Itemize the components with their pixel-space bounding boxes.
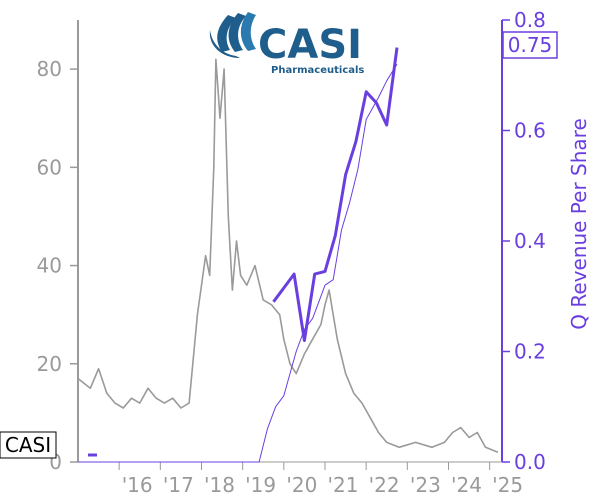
x-tick-label: '20 <box>286 473 317 497</box>
logo-subtitle: Pharmaceuticals <box>271 65 364 76</box>
casi-logo: CASI Pharmaceuticals <box>209 12 364 76</box>
x-tick-label: '18 <box>204 473 235 497</box>
right-tick-label: 0.2 <box>514 340 546 364</box>
ticker-label: CASI <box>5 433 51 457</box>
right-tick-label: 0.6 <box>514 119 546 143</box>
right-tick-label: 0.8 <box>514 8 546 32</box>
left-tick-label: 40 <box>37 254 62 278</box>
x-tick-label: '22 <box>369 473 400 497</box>
x-tick-label: '25 <box>492 473 523 497</box>
left-tick-label: 60 <box>37 155 62 179</box>
logo-swoosh-icon <box>209 12 256 58</box>
x-tick-label: '21 <box>328 473 359 497</box>
right-tick-label: 0.0 <box>514 450 546 474</box>
x-tick-label: '23 <box>410 473 441 497</box>
last-value-tag: 0.75 <box>502 31 558 59</box>
right-tick-label: 0.4 <box>514 229 546 253</box>
x-tick-label: '19 <box>245 473 276 497</box>
series-q-revenue-per-share <box>272 47 399 342</box>
x-tick-label: '24 <box>451 473 482 497</box>
left-tick-label: 80 <box>37 57 62 81</box>
right-axis-title: Q Revenue Per Share <box>567 118 591 330</box>
ticker-tag: CASI <box>0 431 57 459</box>
x-tick-label: '17 <box>163 473 194 497</box>
x-ticks: '16 '17 '18 '19 '20 '21 '22 '23 '24 '25 <box>118 462 523 497</box>
series-ttm-revenue-per-share <box>78 63 398 463</box>
logo-name: CASI <box>258 22 362 68</box>
left-tick-label: 20 <box>37 352 62 376</box>
series-price <box>77 58 499 453</box>
series-layer <box>77 47 499 463</box>
right-y-ticks: 0.0 0.2 0.4 0.6 0.8 <box>502 8 546 474</box>
last-value-label: 0.75 <box>508 33 553 57</box>
x-tick-label: '16 <box>122 473 153 497</box>
axes <box>77 20 503 463</box>
